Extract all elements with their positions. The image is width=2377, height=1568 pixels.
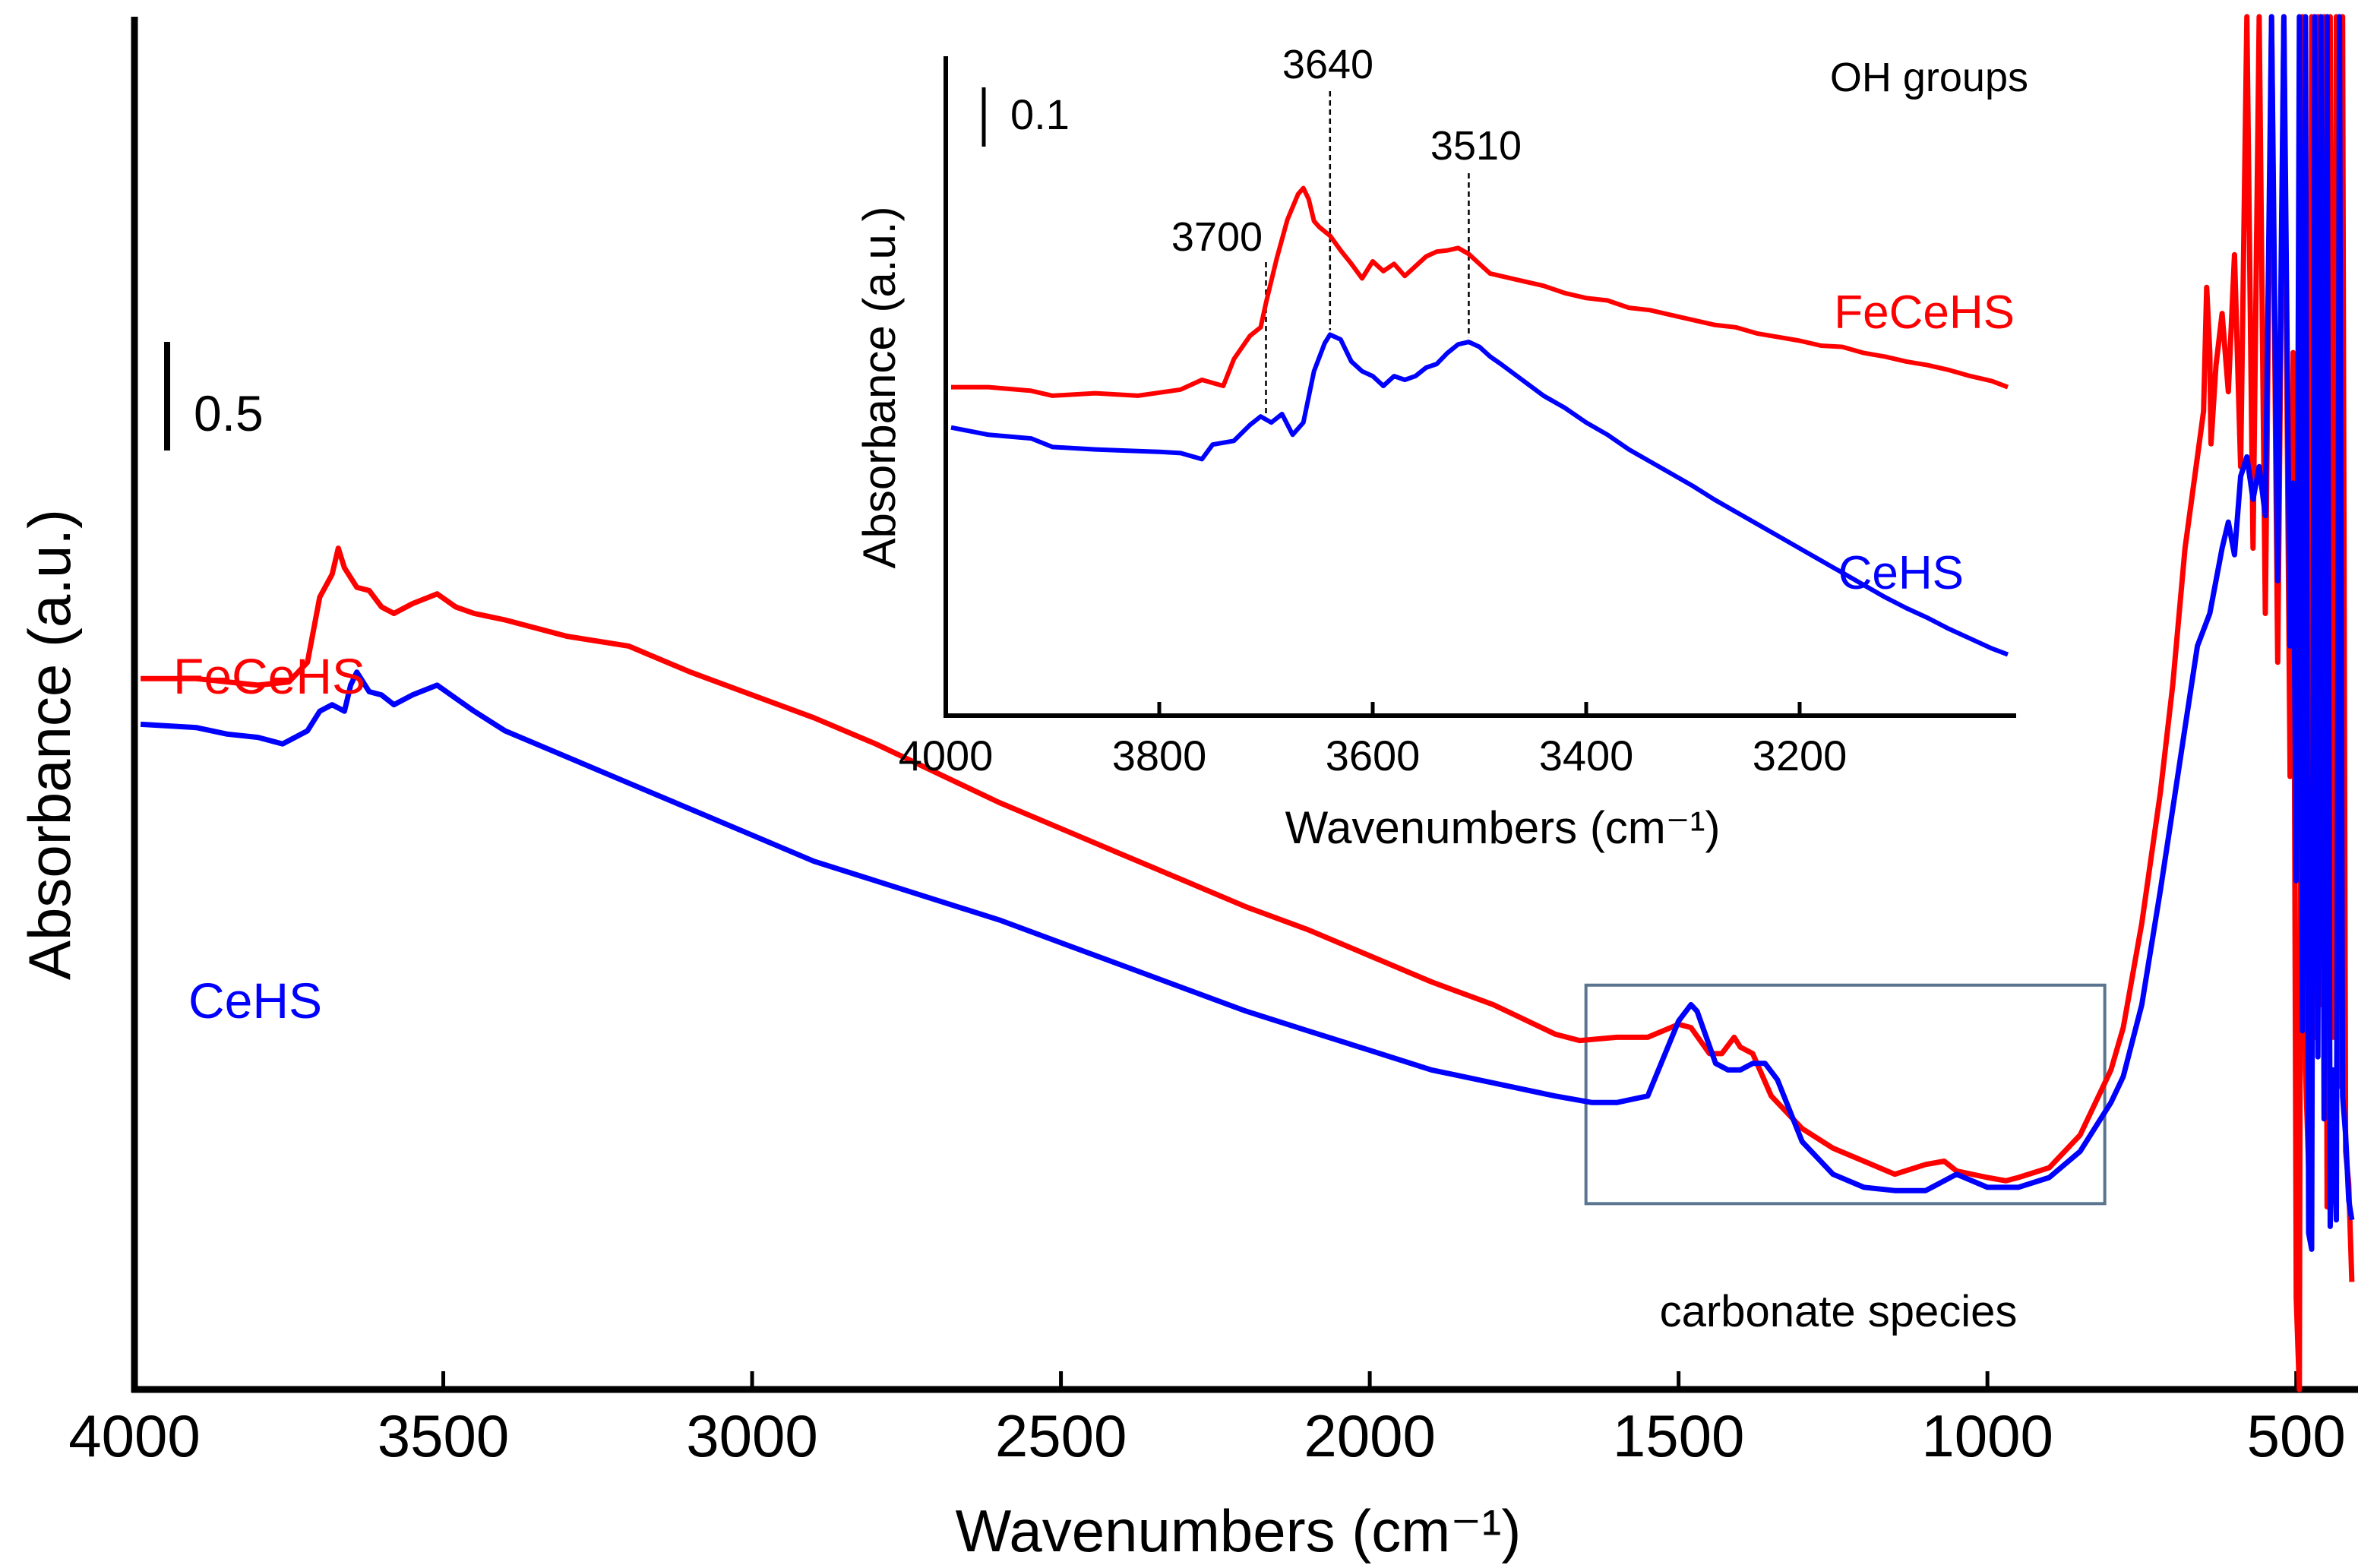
scale-bar-label: 0.5 xyxy=(194,385,264,441)
peak-label-3510: 3510 xyxy=(1430,123,1522,169)
y-axis-title: Absorbance (a.u.) xyxy=(16,509,83,980)
inset-chart: 4000 3800 3600 3400 3200 Absorbance (a.u.) W… xyxy=(854,42,2028,853)
inset-x-axis-ticks xyxy=(944,702,1802,716)
inset-x-tick-label-3600: 3600 xyxy=(1326,732,1421,779)
main-x-tick-label-2500: 2500 xyxy=(995,1402,1127,1469)
main-legend-cehs: CeHS xyxy=(188,972,322,1029)
inset-cehs-spectrum-line xyxy=(950,332,2009,657)
inset-x-axis-tick-labels: 4000 3800 3600 3400 3200 xyxy=(899,732,1848,779)
main-x-tick-label-4000: 4000 xyxy=(68,1402,201,1469)
main-x-tick-label-1000: 1000 xyxy=(1921,1402,2053,1469)
inset-legend-fecehs: FeCeHS xyxy=(1834,286,2015,339)
inset-title: OH groups xyxy=(1830,55,2028,100)
peak-label-3640: 3640 xyxy=(1282,42,1373,87)
main-fecehs-spectrum-line xyxy=(141,14,2355,1393)
main-x-tick-label-2000: 2000 xyxy=(1304,1402,1436,1469)
main-x-tick-label-3000: 3000 xyxy=(686,1402,818,1469)
inset-legend-cehs: CeHS xyxy=(1838,547,1964,599)
inset-x-tick-label-4000: 4000 xyxy=(899,732,994,779)
main-legend-fecehs: FeCeHS xyxy=(173,648,365,704)
inset-x-tick-label-3400: 3400 xyxy=(1539,732,1634,779)
carbonate-species-annotation: carbonate species xyxy=(1660,1287,2018,1336)
x-axis-title: Wavenumbers (cm⁻¹) xyxy=(956,1497,1522,1564)
main-x-tick-label-1500: 1500 xyxy=(1613,1402,1745,1469)
inset-x-axis-title: Wavenumbers (cm⁻¹) xyxy=(1285,802,1721,853)
main-x-tick-label-500: 500 xyxy=(2247,1402,2346,1469)
main-cehs-spectrum-line xyxy=(140,14,2355,1252)
inset-scale-bar-label: 0.1 xyxy=(1010,90,1070,138)
inset-x-tick-label-3200: 3200 xyxy=(1753,732,1848,779)
inset-y-axis-title: Absorbance (a.u.) xyxy=(854,207,905,569)
main-x-tick-label-3500: 3500 xyxy=(378,1402,510,1469)
inset-x-tick-label-3800: 3800 xyxy=(1112,732,1207,779)
carbonate-species-box xyxy=(1584,983,2107,1206)
inset-fecehs-spectrum-line xyxy=(951,185,2009,398)
main-chart: 4000 3500 3000 2500 2000 1500 1000 500 Absorban… xyxy=(16,14,2358,1564)
x-axis-tick-labels: 4000 3500 3000 2500 2000 1500 1000 500 xyxy=(68,1402,2346,1469)
peak-label-3700: 3700 xyxy=(1171,214,1263,260)
